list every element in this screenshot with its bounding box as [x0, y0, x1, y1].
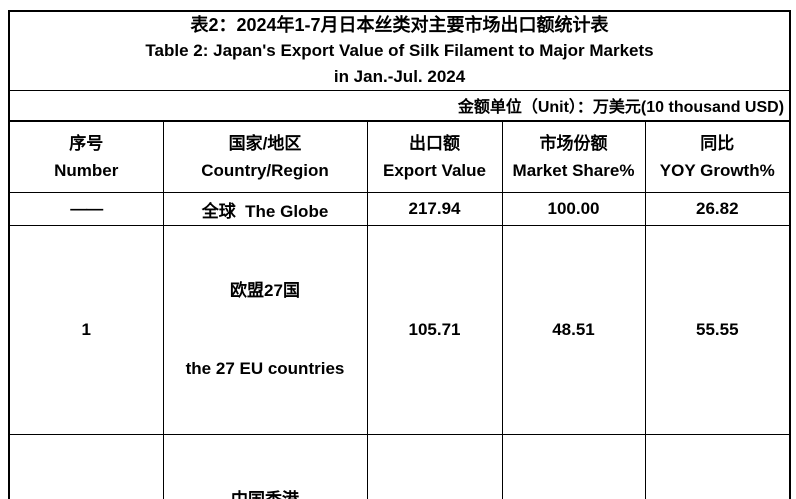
- col-header-number-en: Number: [54, 160, 119, 180]
- col-header-yoy-growth: 同比 YOY Growth%: [644, 120, 791, 193]
- col-header-market-share-en: Market Share%: [512, 160, 635, 180]
- table-title-en-line2: in Jan.-Jul. 2024: [333, 67, 466, 86]
- unit-note-row: 金额单位（Unit）：万美元(10 thousand USD): [8, 90, 791, 122]
- cell-market-share: 48.51: [501, 225, 646, 435]
- unit-note: 金额单位（Unit）：万美元(10 thousand USD): [8, 90, 791, 122]
- cell-yoy-growth: 55.55: [644, 225, 791, 435]
- col-header-export-value: 出口额 Export Value: [366, 120, 503, 193]
- col-header-market-share-zh: 市场份额: [539, 133, 608, 153]
- cell-export-value: 105.71: [366, 225, 503, 435]
- table-title-zh: 表2：2024年1-7月日本丝类对主要市场出口额统计表: [190, 15, 609, 35]
- table-row-globe: —— 全球 The Globe 217.94 100.00 26.82: [8, 192, 791, 226]
- export-statistics-table: 表2：2024年1-7月日本丝类对主要市场出口额统计表 Table 2: Jap…: [8, 10, 792, 499]
- table-title-en-line1: Table 2: Japan's Export Value of Silk Fi…: [145, 41, 654, 60]
- region-line-zh: 中国香港: [164, 487, 367, 499]
- region-line-zh: 欧盟27国: [230, 281, 300, 300]
- col-header-yoy-growth-zh: 同比: [700, 133, 735, 153]
- table-title-cell: 表2：2024年1-7月日本丝类对主要市场出口额统计表 Table 2: Jap…: [8, 10, 791, 91]
- table-row-hongkong: 2 中国香港 Hong Kong,China 42.91 19.69 77.76: [8, 434, 791, 499]
- col-header-region-en: Country/Region: [201, 160, 329, 180]
- col-header-number-zh: 序号: [69, 133, 104, 153]
- table-header-row: 序号 Number 国家/地区 Country/Region 出口额 Expor…: [8, 120, 791, 193]
- col-header-number: 序号 Number: [8, 120, 164, 193]
- cell-market-share: 100.00: [501, 192, 646, 226]
- no-number-dash: ——: [70, 199, 103, 218]
- cell-number: 2: [8, 434, 164, 499]
- col-header-market-share: 市场份额 Market Share%: [501, 120, 646, 193]
- col-header-region: 国家/地区 Country/Region: [162, 120, 368, 193]
- cell-export-value: 217.94: [366, 192, 503, 226]
- col-header-export-value-en: Export Value: [383, 160, 486, 180]
- table-row-eu27: 1 欧盟27国 the 27 EU countries 105.71 48.51…: [8, 225, 791, 435]
- cell-number: ——: [8, 192, 164, 226]
- cell-export-value: 42.91: [366, 434, 503, 499]
- col-header-yoy-growth-en: YOY Growth%: [659, 160, 775, 180]
- cell-yoy-growth: 77.76: [644, 434, 791, 499]
- cell-number: 1: [8, 225, 164, 435]
- col-header-export-value-zh: 出口额: [409, 133, 460, 153]
- col-header-region-zh: 国家/地区: [228, 133, 302, 153]
- cell-market-share: 19.69: [501, 434, 646, 499]
- cell-yoy-growth: 26.82: [644, 192, 791, 226]
- cell-region: 全球 The Globe: [162, 192, 368, 226]
- region-line-en: the 27 EU countries: [185, 359, 345, 378]
- cell-region: 欧盟27国 the 27 EU countries: [162, 225, 368, 435]
- table-title-row: 表2：2024年1-7月日本丝类对主要市场出口额统计表 Table 2: Jap…: [8, 10, 791, 91]
- cell-region: 中国香港 Hong Kong,China: [162, 434, 368, 499]
